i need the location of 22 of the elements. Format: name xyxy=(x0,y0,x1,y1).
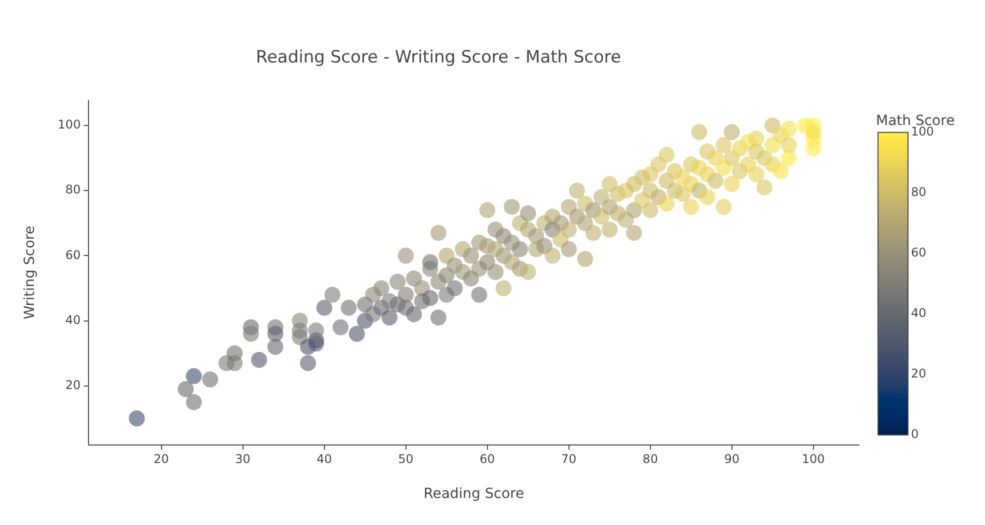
color-bar-label: 0 xyxy=(911,426,919,441)
x-tick-label: 30 xyxy=(235,452,250,466)
y-tick-label: 100 xyxy=(58,118,81,132)
x-tick-label: 100 xyxy=(802,452,825,466)
y-tick-label: 60 xyxy=(65,248,81,262)
color-bar-label: 80 xyxy=(911,185,926,200)
y-axis-title: Writing Score xyxy=(22,226,38,320)
color-bar-label: 20 xyxy=(911,366,926,380)
x-axis-title: Reading Score xyxy=(424,486,524,502)
x-tick-label: 20 xyxy=(154,452,169,466)
x-tick-label: 90 xyxy=(724,452,740,466)
y-tick-label: 40 xyxy=(65,312,81,327)
x-tick-label: 70 xyxy=(561,452,576,466)
x-tick-label: 80 xyxy=(642,452,658,466)
color-bar-label: 60 xyxy=(911,245,926,260)
chart-title: Reading Score - Writing Score - Math Score xyxy=(256,48,622,68)
x-tick-label: 60 xyxy=(480,452,495,466)
x-tick-label: 50 xyxy=(398,452,414,466)
x-tick-label: 40 xyxy=(316,452,332,466)
color-bar-label: 40 xyxy=(911,306,926,320)
y-tick-label: 20 xyxy=(65,378,81,392)
y-tick-label: 80 xyxy=(65,182,81,197)
